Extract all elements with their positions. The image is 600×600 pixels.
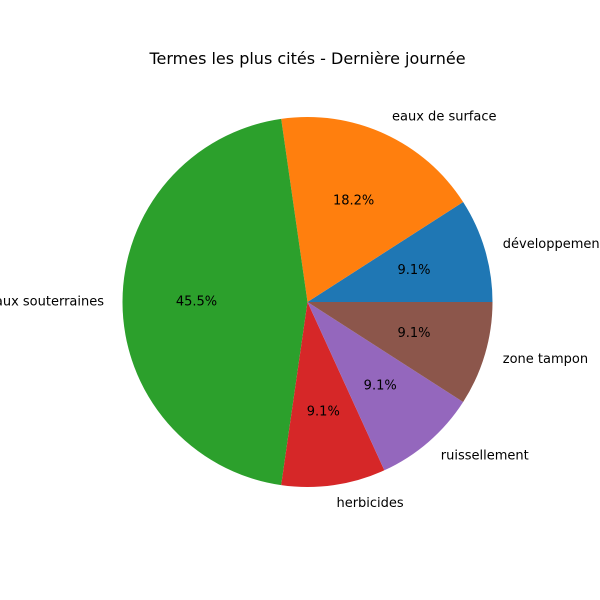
chart-title: Termes les plus cités - Dernière journée bbox=[148, 49, 465, 68]
slice-label-eaux-souterraines: eaux souterraines bbox=[0, 295, 104, 310]
percent-label-eaux-de-surface: 18.2% bbox=[333, 194, 374, 209]
slice-label-herbicides: herbicides bbox=[336, 496, 403, 511]
slice-label-ruissellement: ruissellement bbox=[441, 448, 529, 463]
percent-label-herbicides: 9.1% bbox=[307, 404, 340, 419]
percent-label-zone-tampon: 9.1% bbox=[397, 326, 430, 341]
slice-label-zone-tampon: zone tampon bbox=[503, 352, 588, 367]
percent-label-eaux-souterraines: 45.5% bbox=[176, 295, 217, 310]
slice-label-developpement: développement bbox=[503, 237, 600, 252]
percent-label-developpement: 9.1% bbox=[397, 263, 430, 278]
percent-label-ruissellement: 9.1% bbox=[364, 378, 397, 393]
slice-label-eaux-de-surface: eaux de surface bbox=[392, 109, 496, 124]
